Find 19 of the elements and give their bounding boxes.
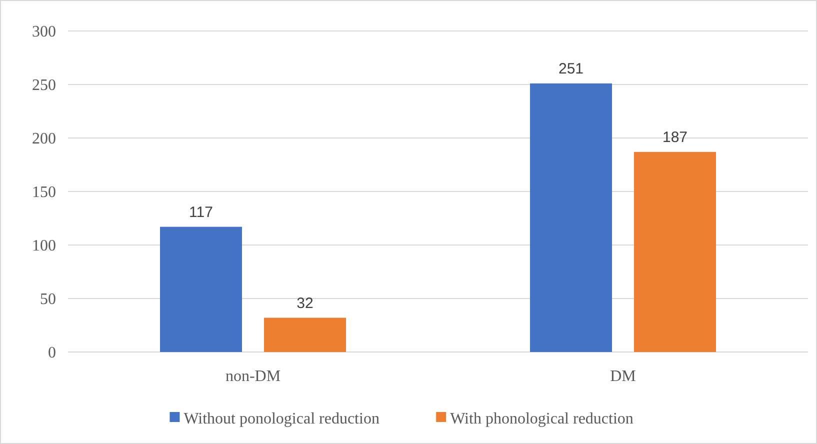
x-tick-label: DM	[610, 368, 636, 385]
bar	[160, 226, 242, 352]
data-label: 117	[189, 204, 213, 221]
y-tick-label: 100	[32, 238, 56, 255]
data-label: 32	[296, 294, 314, 312]
legend-label: With phonological reduction	[450, 410, 634, 428]
data-label: 187	[662, 128, 688, 146]
bar	[264, 318, 346, 352]
y-tick-label: 0	[48, 344, 56, 362]
legend-label: Without ponological reduction	[184, 410, 380, 428]
data-label: 251	[558, 60, 584, 78]
y-tick-label: 300	[32, 24, 56, 41]
bar	[530, 83, 612, 352]
bar	[634, 152, 716, 352]
x-tick-label: non-DM	[225, 368, 281, 385]
y-tick-label: 150	[32, 184, 56, 202]
y-tick-label: 50	[40, 291, 56, 308]
y-tick-label: 200	[32, 130, 56, 148]
y-tick-label: 250	[32, 77, 56, 94]
